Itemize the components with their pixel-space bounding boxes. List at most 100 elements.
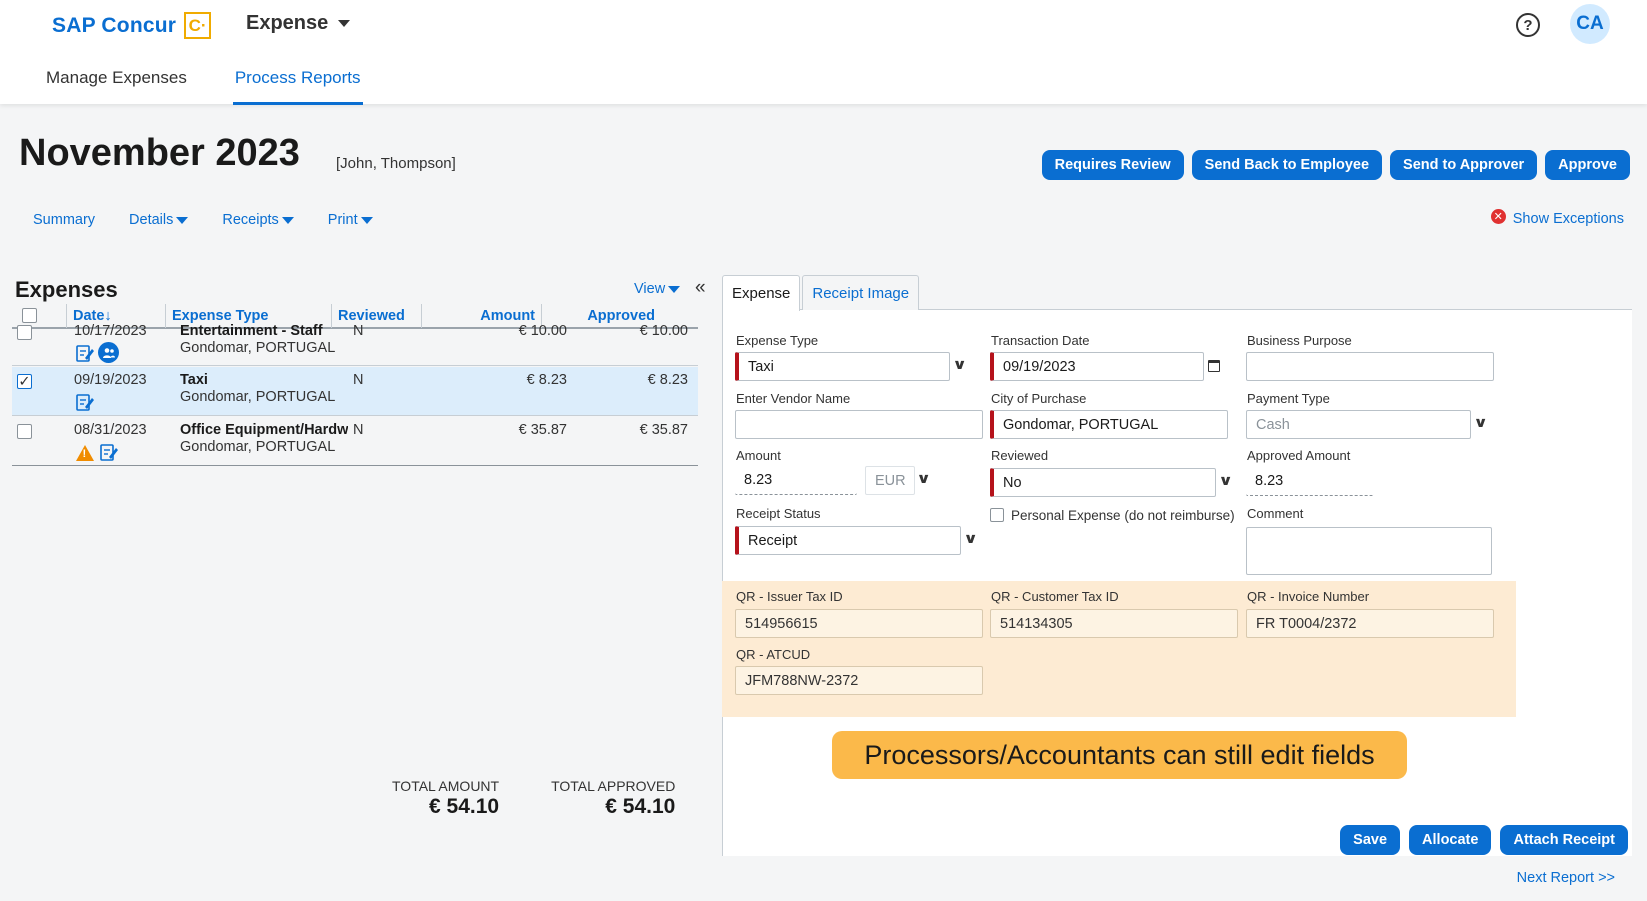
column-expense-type[interactable]: Expense Type: [165, 304, 331, 328]
reviewed-select[interactable]: No: [990, 468, 1216, 497]
page-title: November 2023: [19, 132, 300, 174]
subnav-details[interactable]: Details: [129, 212, 189, 228]
subnav-summary[interactable]: Summary: [33, 212, 95, 228]
approved-amount-field[interactable]: 8.23: [1246, 467, 1374, 496]
table-row[interactable]: 08/31/2023 Office Equipment/Hardware Gon…: [12, 417, 698, 466]
view-label: View: [634, 281, 666, 297]
row-date: 09/19/2023: [74, 372, 147, 388]
reviewed-label: Reviewed: [991, 448, 1049, 463]
table-row[interactable]: ✓ 09/19/2023 Taxi Gondomar, PORTUGAL N €…: [12, 367, 698, 416]
allocate-button[interactable]: Allocate: [1409, 825, 1492, 855]
collapse-panel-icon[interactable]: «: [695, 277, 706, 298]
transaction-date-label: Transaction Date: [991, 333, 1090, 348]
row-expense-type: Taxi: [180, 372, 208, 388]
caret-down-icon: [668, 285, 681, 293]
vendor-field[interactable]: [735, 410, 983, 439]
qr-atcud-field[interactable]: JFM788NW-2372: [735, 666, 983, 695]
expenses-table-header: Date↓ Expense Type Reviewed Amount Appro…: [12, 304, 698, 329]
row-icons: !: [74, 441, 119, 462]
brand-name: SAP Concur: [52, 13, 177, 37]
row-checkbox[interactable]: ✓: [17, 373, 32, 390]
top-header: SAP Concur C· Expense ? CA Manage Expens…: [0, 0, 1647, 105]
nav-manage-expenses[interactable]: Manage Expenses: [46, 68, 187, 87]
column-date[interactable]: Date↓: [66, 304, 166, 328]
subnav-receipts-label: Receipts: [222, 212, 279, 228]
report-actions: Requires Review Send Back to Employee Se…: [1041, 150, 1630, 180]
select-all-checkbox[interactable]: [22, 308, 37, 323]
comment-label: Comment: [1247, 506, 1304, 521]
help-icon[interactable]: ?: [1516, 13, 1540, 37]
main-nav: Manage Expenses Process Reports: [46, 60, 409, 105]
attendees-icon[interactable]: [98, 342, 119, 363]
payment-type-select[interactable]: Cash: [1246, 410, 1471, 439]
form-actions: Save Allocate Attach Receipt: [1340, 825, 1628, 855]
vendor-label: Enter Vendor Name: [736, 391, 851, 406]
row-approved: € 10.00: [639, 323, 688, 339]
report-owner: [John, Thompson]: [336, 155, 456, 172]
amount-field[interactable]: 8.23: [735, 466, 857, 495]
totals: TOTAL AMOUNT € 54.10 TOTAL APPROVED € 54…: [392, 778, 675, 819]
row-icons: [74, 391, 95, 412]
chevron-down-icon[interactable]: ∨: [963, 530, 979, 546]
chevron-down-icon[interactable]: ∨: [952, 356, 968, 372]
column-approved[interactable]: Approved: [541, 304, 661, 328]
expense-type-select[interactable]: Taxi: [735, 352, 950, 381]
table-row[interactable]: 10/17/2023 Entertainment - Staff Gondoma…: [12, 318, 698, 366]
view-menu[interactable]: View: [634, 281, 681, 297]
total-amount-label: TOTAL AMOUNT: [392, 778, 500, 794]
approve-button[interactable]: Approve: [1545, 150, 1630, 180]
app-switcher[interactable]: Expense: [246, 12, 351, 35]
qr-invoice-number-field[interactable]: FR T0004/2372: [1246, 609, 1494, 638]
row-reviewed: N: [353, 422, 364, 438]
select-all-header: [16, 304, 66, 328]
approved-amount-label: Approved Amount: [1247, 448, 1351, 463]
personal-expense-label: Personal Expense (do not reimburse): [1011, 508, 1235, 523]
receipt-status-label: Receipt Status: [736, 506, 821, 521]
warning-icon[interactable]: !: [74, 441, 95, 462]
send-back-to-employee-button[interactable]: Send Back to Employee: [1191, 150, 1383, 180]
avatar[interactable]: CA: [1570, 4, 1610, 44]
chevron-down-icon: [338, 20, 351, 27]
next-report-link[interactable]: Next Report >>: [1516, 870, 1615, 886]
itemized-edit-icon[interactable]: [74, 342, 95, 363]
comment-field[interactable]: [1246, 527, 1492, 575]
amount-label: Amount: [736, 448, 781, 463]
caret-down-icon: [360, 216, 373, 224]
chevron-down-icon[interactable]: ∨: [1218, 472, 1234, 488]
send-to-approver-button[interactable]: Send to Approver: [1390, 150, 1538, 180]
requires-review-button[interactable]: Requires Review: [1041, 150, 1184, 180]
qr-customer-tax-id-field[interactable]: 514134305: [990, 609, 1238, 638]
itemized-edit-icon[interactable]: [98, 441, 119, 462]
total-approved-value: € 54.10: [605, 795, 676, 818]
row-expense-type: Office Equipment/Hardware: [180, 422, 348, 438]
calendar-icon[interactable]: [1208, 360, 1220, 372]
qr-issuer-tax-id-field[interactable]: 514956615: [735, 609, 983, 638]
row-checkbox[interactable]: [17, 325, 32, 340]
chevron-down-icon[interactable]: ∨: [1473, 414, 1489, 430]
itemized-edit-icon[interactable]: [74, 391, 95, 412]
show-exceptions-label: Show Exceptions: [1512, 211, 1624, 227]
receipt-status-select[interactable]: Receipt: [735, 526, 961, 555]
column-reviewed[interactable]: Reviewed: [331, 304, 421, 328]
transaction-date-field[interactable]: 09/19/2023: [990, 352, 1204, 381]
brand[interactable]: SAP Concur C·: [52, 12, 212, 39]
row-date: 08/31/2023: [74, 422, 147, 438]
row-checkbox[interactable]: [17, 424, 32, 439]
tab-receipt-image[interactable]: Receipt Image: [802, 275, 920, 310]
qr-invoice-number-label: QR - Invoice Number: [1247, 589, 1370, 604]
city-of-purchase-field[interactable]: Gondomar, PORTUGAL: [990, 410, 1228, 439]
tab-expense[interactable]: Expense: [722, 275, 801, 311]
subnav-details-label: Details: [129, 212, 174, 228]
subnav-receipts[interactable]: Receipts: [222, 212, 294, 228]
show-exceptions-link[interactable]: ✕ Show Exceptions: [1490, 208, 1624, 227]
save-button[interactable]: Save: [1340, 825, 1401, 855]
attach-receipt-button[interactable]: Attach Receipt: [1500, 825, 1628, 855]
expenses-heading: Expenses: [15, 277, 118, 302]
column-amount[interactable]: Amount: [421, 304, 541, 328]
business-purpose-field[interactable]: [1246, 352, 1494, 381]
chevron-down-icon[interactable]: ∨: [916, 470, 932, 486]
nav-process-reports[interactable]: Process Reports: [232, 60, 363, 105]
currency-select[interactable]: EUR: [865, 466, 915, 495]
subnav-print[interactable]: Print: [328, 212, 373, 228]
personal-expense-checkbox[interactable]: [990, 508, 1004, 522]
